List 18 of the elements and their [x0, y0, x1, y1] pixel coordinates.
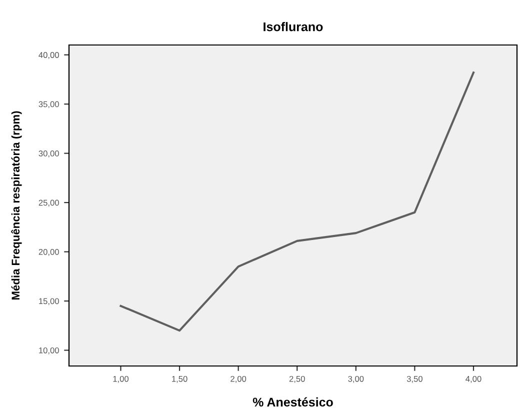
x-tick-label: 4,00: [466, 376, 482, 383]
y-tick-label: 35,00: [38, 101, 59, 108]
x-tick-label: 2,50: [289, 376, 305, 383]
line-series: [120, 72, 475, 332]
y-tick-label: 15,00: [39, 298, 59, 306]
y-tick-label: 30,00: [38, 150, 59, 158]
x-tick-label: 3,50: [406, 376, 422, 383]
y-tick-label: 25,00: [38, 200, 59, 207]
x-tick-label: 1,00: [113, 376, 129, 383]
y-tick-label: 40,00: [38, 52, 59, 59]
x-tick-label: 1,50: [172, 376, 188, 383]
chart-title: Isoflurano: [264, 22, 323, 32]
x-tick-label: 3,00: [348, 376, 364, 383]
y-axis-title: Média Frequência respiratória (rpm): [11, 111, 22, 300]
y-tick-label: 20,00: [38, 248, 59, 256]
y-tick-label: 10,00: [39, 347, 59, 354]
x-axis-title: % Anestésico: [252, 397, 333, 407]
x-tick-label: 2,00: [230, 376, 246, 383]
